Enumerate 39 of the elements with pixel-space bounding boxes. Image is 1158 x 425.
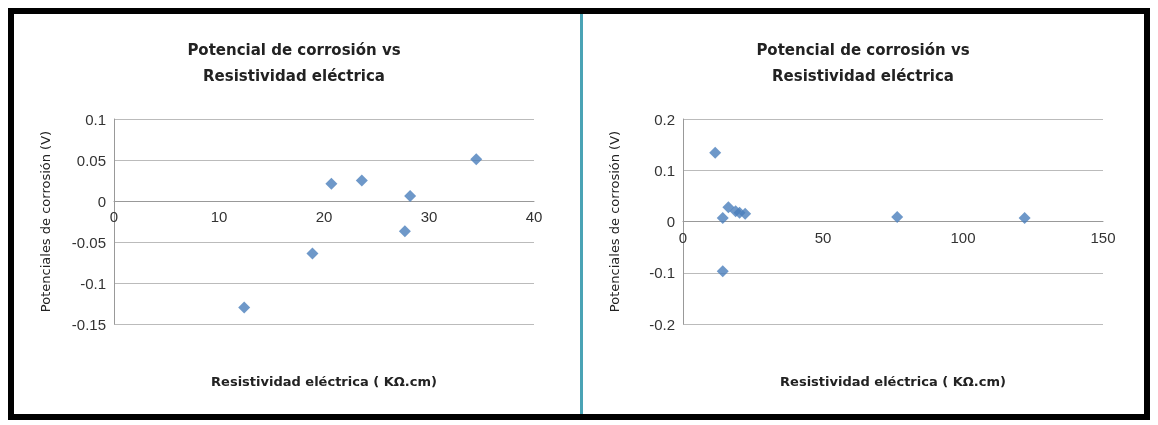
point <box>716 211 729 224</box>
x-tick-label: 100 <box>950 228 976 246</box>
x-tick-label: 0 <box>678 228 688 246</box>
y-axis-title: Potenciales de corrosión (V) <box>38 130 53 313</box>
x-axis-title: Resistividad eléctrica ( KΩ.cm) <box>779 374 1007 389</box>
point <box>306 247 319 260</box>
y-axis-title: Potenciales de corrosión (V) <box>607 130 622 313</box>
point <box>398 225 411 238</box>
point <box>470 153 483 166</box>
chart-title: Potencial de corrosión vs Resistividad eléctrica <box>756 41 970 85</box>
point <box>404 190 417 203</box>
x-tick-label: 0 <box>109 208 119 225</box>
x-tick-label: 40 <box>525 208 543 225</box>
y-tick-label: 0.1 <box>654 161 675 179</box>
y-tick-label: 0.1 <box>85 110 106 128</box>
y-tick-label: -0.05 <box>71 233 106 251</box>
y-tick-label: -0.1 <box>80 274 106 292</box>
y-tick-label: -0.15 <box>71 315 106 333</box>
point <box>709 146 722 159</box>
y-tick-label: -0.1 <box>649 264 675 282</box>
y-tick-label: 0.05 <box>76 151 106 169</box>
point <box>891 210 904 223</box>
point <box>722 201 735 214</box>
point <box>355 174 368 187</box>
chart-title: Potencial de corrosión vs Resistividad eléctrica <box>187 41 401 85</box>
point <box>739 207 752 220</box>
point <box>238 301 251 314</box>
point <box>716 265 729 278</box>
y-tick-label: 0 <box>97 192 106 210</box>
x-tick-label: 50 <box>814 228 832 246</box>
x-tick-label: 30 <box>420 208 438 225</box>
point <box>325 177 338 190</box>
x-tick-label: 10 <box>210 208 228 225</box>
x-tick-label: 150 <box>1090 228 1116 246</box>
y-tick-label: -0.2 <box>649 315 675 333</box>
point <box>1018 211 1031 224</box>
x-tick-label: 20 <box>315 208 333 225</box>
y-tick-label: 0.2 <box>654 110 675 128</box>
x-axis-title: Resistividad eléctrica ( KΩ.cm) <box>210 374 438 389</box>
